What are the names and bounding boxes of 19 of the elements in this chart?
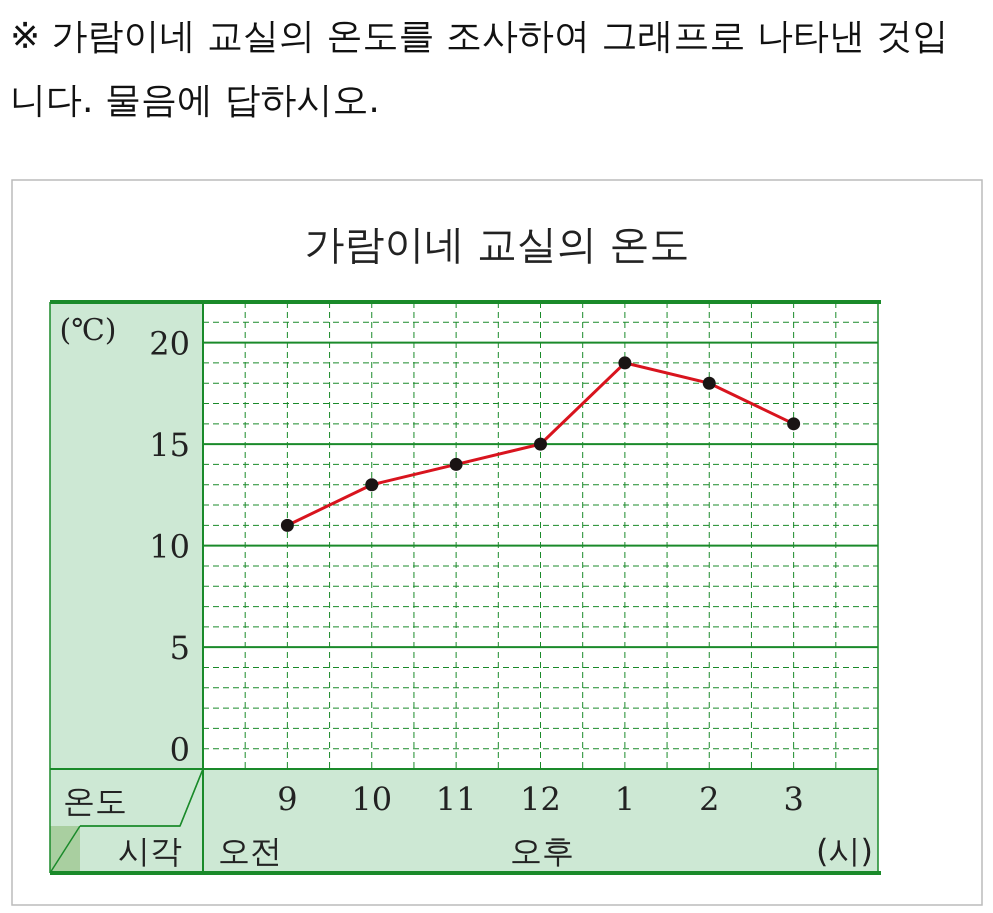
xtick: 9	[277, 780, 298, 818]
ytick: 5	[170, 629, 190, 668]
xtick: 12	[520, 780, 561, 818]
annotation: 시각	[118, 832, 182, 870]
annotation: 오후	[510, 832, 574, 870]
xtick: 10	[351, 780, 392, 818]
xtick: 11	[436, 780, 476, 818]
annotation: ※ 가람이네 교실의 온도를 조사하여 그래프로 나타낸 것입니다. 물음에 답하시오.	[10, 15, 950, 123]
ytick: 0	[170, 730, 190, 769]
ylabel: (℃)	[60, 313, 116, 348]
annotation: (시)	[816, 832, 873, 870]
xtick: 1	[614, 780, 636, 818]
title: 가람이네 교실의 온도	[304, 222, 690, 268]
ytick: 10	[149, 528, 190, 566]
ytick: 15	[149, 426, 190, 464]
xtick: 2	[699, 780, 720, 818]
xtick: 3	[783, 780, 804, 818]
annotation: 오전	[218, 832, 282, 870]
ytick: 20	[149, 324, 190, 363]
